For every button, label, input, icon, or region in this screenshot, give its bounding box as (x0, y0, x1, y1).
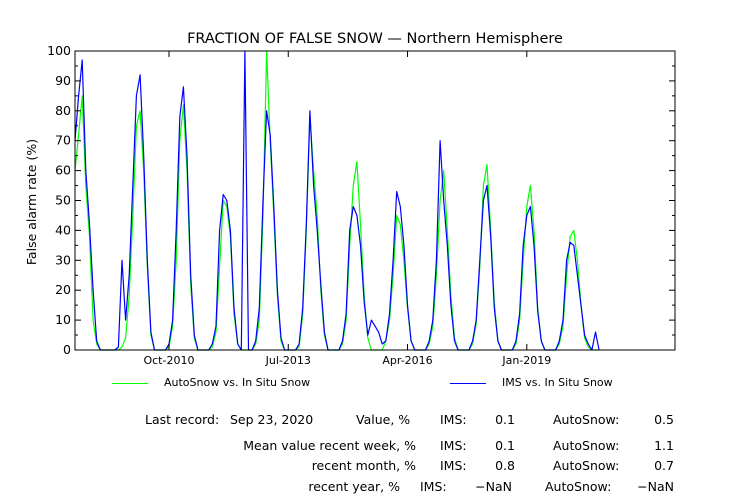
legend-autosnow-label: AutoSnow vs. In Situ Snow (164, 376, 311, 389)
value-ims-label: IMS: (440, 412, 467, 427)
legend-ims-swatch (450, 383, 486, 384)
legend-ims-label: IMS vs. In Situ Snow (502, 376, 613, 389)
y-tick-label-100: 100 (47, 43, 71, 58)
chart-title: FRACTION OF FALSE SNOW — Northern Hemisp… (187, 31, 563, 47)
y-axis-label: False alarm rate (%) (24, 139, 39, 265)
value-label: Value, % (356, 412, 411, 427)
legend-autosnow: AutoSnow vs. In Situ Snow (112, 374, 352, 394)
month-autosnow-label: AutoSnow: (553, 458, 620, 473)
recent-year-label: recent year, % (308, 479, 400, 494)
x-tick-label-0: Oct-2010 (143, 354, 194, 367)
mean-week-label: Mean value recent week, % (243, 438, 416, 453)
value-ims: 0.1 (495, 412, 515, 427)
year-autosnow: −NaN (637, 479, 674, 494)
week-ims-label: IMS: (440, 438, 467, 453)
plot-frame (74, 50, 676, 351)
y-tick-label-60: 60 (55, 163, 71, 178)
month-ims-label: IMS: (440, 458, 467, 473)
x-tick-label-2: Apr-2016 (382, 354, 432, 367)
recent-month-label: recent month, % (311, 458, 416, 473)
y-tick-label-70: 70 (55, 133, 71, 148)
y-tick-label-20: 20 (55, 282, 71, 297)
y-tick-label-30: 30 (55, 252, 71, 267)
y-tick-label-0: 0 (63, 342, 71, 357)
year-autosnow-label: AutoSnow: (545, 479, 612, 494)
week-ims: 0.1 (495, 438, 515, 453)
series-line-ims (74, 50, 600, 351)
week-autosnow: 1.1 (654, 438, 674, 453)
y-tick-label-10: 10 (55, 312, 71, 327)
y-tick-label-40: 40 (55, 222, 71, 237)
y-tick-label-50: 50 (55, 193, 71, 208)
y-tick-label-80: 80 (55, 103, 71, 118)
month-ims: 0.8 (495, 458, 515, 473)
y-tick-label-90: 90 (55, 73, 71, 88)
month-autosnow: 0.7 (654, 458, 674, 473)
year-ims: −NaN (475, 479, 512, 494)
false-snow-chart: FRACTION OF FALSE SNOW — Northern Hemisp… (24, 31, 676, 367)
value-autosnow-label: AutoSnow: (553, 412, 620, 427)
plot-area: 0 10 20 30 40 50 60 70 80 90 100 Oct-2010 Jul-2013 Ap… (47, 43, 676, 367)
x-tick-label-1: Jul-2013 (265, 354, 311, 367)
x-tick-label-3: Jan-2019 (501, 354, 551, 367)
legend-autosnow-swatch (112, 383, 148, 384)
legend-ims: IMS vs. In Situ Snow (450, 374, 650, 394)
value-autosnow: 0.5 (654, 412, 674, 427)
stats-panel: Last record: Sep 23, 2020 Value, % IMS: … (0, 408, 750, 500)
week-autosnow-label: AutoSnow: (553, 438, 620, 453)
last-record-label: Last record: (145, 412, 220, 427)
year-ims-label: IMS: (420, 479, 447, 494)
last-record-date: Sep 23, 2020 (230, 412, 314, 427)
